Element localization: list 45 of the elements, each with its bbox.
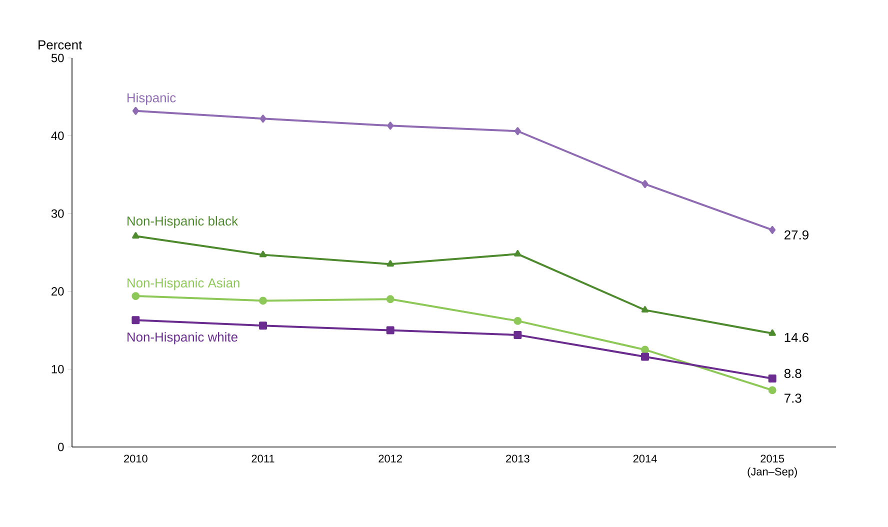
point <box>132 316 140 324</box>
y-tick-label: 50 <box>51 54 64 62</box>
point <box>768 329 776 336</box>
point <box>259 322 267 330</box>
point <box>642 180 648 188</box>
point <box>387 122 394 130</box>
data-label: 27.9 <box>784 230 808 240</box>
y-tick-label: 30 <box>51 209 64 218</box>
x-tick-label: 2010 <box>124 454 148 463</box>
point <box>768 374 776 383</box>
x-tick-label: 2011 <box>252 454 274 463</box>
y-tick-label: 0 <box>58 442 64 452</box>
y-axis-title: Percent <box>38 40 82 50</box>
data-label: 14.6 <box>784 332 809 342</box>
point <box>769 226 776 234</box>
point <box>386 326 394 334</box>
point <box>514 127 521 136</box>
x-tick-label: 2014 <box>633 454 657 463</box>
y-tick-label: 20 <box>52 287 64 296</box>
series-label: Non-Hispanic white <box>128 332 238 344</box>
point <box>386 295 394 304</box>
point <box>514 330 522 339</box>
point <box>641 346 649 354</box>
point <box>260 114 266 123</box>
point <box>386 260 394 267</box>
series-label: Hispanic <box>128 92 176 105</box>
series-label: Non-Hispanic Asian <box>128 278 240 290</box>
point <box>514 250 522 257</box>
point <box>641 352 649 361</box>
y-tick-label: 40 <box>51 132 64 140</box>
data-label: 8.8 <box>784 368 802 378</box>
point <box>132 232 140 239</box>
y-tick-label: 10 <box>52 364 64 374</box>
x-tick-label: 2013 <box>506 454 530 463</box>
point <box>132 106 139 115</box>
point <box>259 296 267 305</box>
x-tick-label: 2015 (Jan–Sep) <box>748 454 797 478</box>
point <box>768 386 776 394</box>
point <box>641 306 649 313</box>
data-label: 7.3 <box>784 394 802 403</box>
point <box>132 292 140 300</box>
x-tick-label: 2012 <box>378 454 402 463</box>
point <box>259 250 267 258</box>
point <box>514 316 522 325</box>
series-label: Non-Hispanic black <box>128 216 238 228</box>
